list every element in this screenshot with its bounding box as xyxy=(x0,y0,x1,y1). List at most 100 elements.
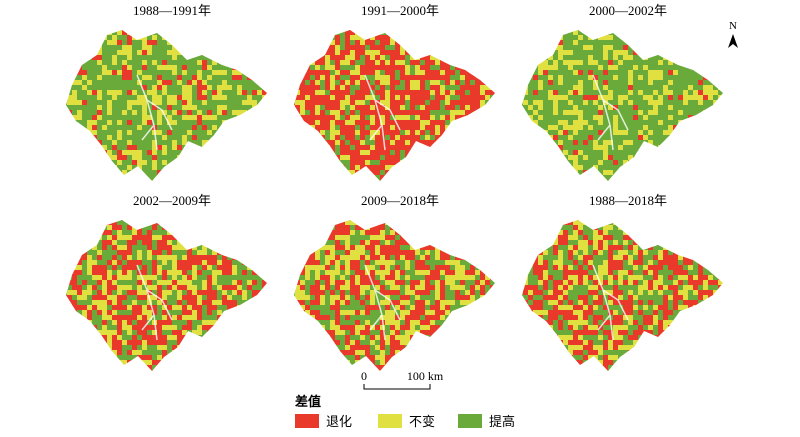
map-cell xyxy=(232,155,238,161)
map-cell xyxy=(232,30,238,31)
map-cell xyxy=(522,40,524,46)
map-cell xyxy=(345,115,351,121)
map-cell xyxy=(523,135,529,141)
map-cell xyxy=(385,180,391,181)
map-cell xyxy=(698,165,704,171)
map-cell xyxy=(460,60,466,66)
map-cell xyxy=(568,135,574,141)
map-cell xyxy=(92,295,98,301)
map-cell xyxy=(117,360,123,366)
map-cell xyxy=(257,125,263,131)
map-cell xyxy=(305,40,311,46)
map-cell xyxy=(345,40,351,46)
map-cell xyxy=(142,295,148,301)
map-cell xyxy=(117,135,123,141)
map-cell xyxy=(182,85,188,91)
map-cell xyxy=(698,110,704,116)
map-cell xyxy=(523,145,529,151)
map-cell xyxy=(167,325,173,331)
map-cell xyxy=(197,360,203,366)
map-cell xyxy=(648,65,654,71)
map-cell xyxy=(147,315,153,321)
map-cell xyxy=(623,55,629,61)
map-cell xyxy=(182,55,188,61)
map-cell xyxy=(207,315,213,321)
map-cell xyxy=(400,70,406,76)
map-cell xyxy=(117,75,123,81)
map-cell xyxy=(688,105,694,111)
map-cell xyxy=(335,80,341,86)
map-cell xyxy=(147,90,153,96)
map-cell xyxy=(495,55,501,61)
map-cell xyxy=(77,60,83,66)
map-cell xyxy=(345,120,351,126)
map-cell xyxy=(523,30,529,31)
map-cell xyxy=(202,130,208,136)
map-cell xyxy=(593,125,599,131)
map-cell xyxy=(162,325,168,331)
map-cell xyxy=(703,160,709,166)
map-cell xyxy=(127,100,133,106)
map-cell xyxy=(207,135,213,141)
map-cell xyxy=(355,105,361,111)
map-cell xyxy=(157,70,163,76)
map-cell xyxy=(578,110,584,116)
map-cell xyxy=(167,175,173,181)
map-cell xyxy=(262,85,267,91)
map-cell xyxy=(102,340,108,346)
map-cell xyxy=(360,30,366,36)
map-cell xyxy=(643,90,649,96)
map-cell xyxy=(147,245,153,251)
map-cell xyxy=(192,265,198,271)
map-cell xyxy=(460,160,466,166)
map-cell xyxy=(162,30,168,36)
map-cell xyxy=(177,75,183,81)
map-cell xyxy=(222,115,228,121)
map-cell xyxy=(152,350,158,356)
map-cell xyxy=(232,100,238,106)
map-cell xyxy=(548,175,554,181)
map-cell xyxy=(593,65,599,71)
map-cell xyxy=(295,175,301,181)
map-cell xyxy=(237,100,243,106)
map-cell xyxy=(663,65,669,71)
map-cell xyxy=(678,45,684,51)
map-cell xyxy=(222,125,228,131)
map-cell xyxy=(628,105,634,111)
map-cell xyxy=(207,325,213,331)
map-cell xyxy=(588,135,594,141)
map-cell xyxy=(112,85,118,91)
map-cell xyxy=(450,65,456,71)
map-cell xyxy=(187,260,193,266)
map-cell xyxy=(267,110,273,116)
map-cell xyxy=(92,240,98,246)
map-cell xyxy=(440,130,446,136)
map-cell xyxy=(663,125,669,131)
map-cell xyxy=(355,135,361,141)
map-cell xyxy=(117,370,123,371)
map-cell xyxy=(638,70,644,76)
map-cell xyxy=(102,365,108,371)
map-cell xyxy=(310,60,316,66)
map-cell xyxy=(167,55,173,61)
map-cell xyxy=(568,180,574,181)
map-cell xyxy=(365,160,371,166)
map-cell xyxy=(202,325,208,331)
map-cell xyxy=(618,85,624,91)
map-cell xyxy=(698,90,704,96)
map-cell xyxy=(66,355,68,361)
map-cell xyxy=(450,145,456,151)
map-cell xyxy=(112,360,118,366)
map-cell xyxy=(77,285,83,291)
map-cell xyxy=(152,55,158,61)
map-cell xyxy=(703,85,709,91)
map-cell xyxy=(294,120,296,126)
map-cell xyxy=(162,110,168,116)
map-cell xyxy=(390,135,396,141)
map-cell xyxy=(495,45,501,51)
map-cell xyxy=(207,170,213,176)
map-cell xyxy=(603,120,609,126)
map-cell xyxy=(455,160,461,166)
map-cell xyxy=(380,140,386,146)
map-cell xyxy=(152,225,158,231)
